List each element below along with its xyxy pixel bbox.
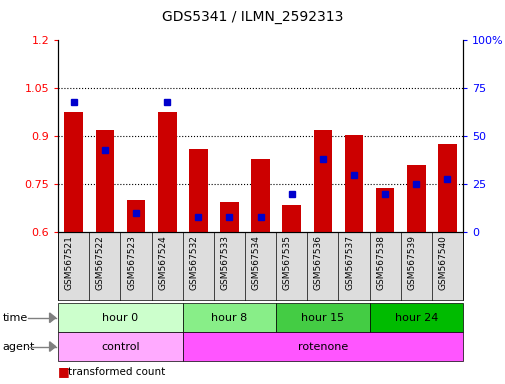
Bar (188, 149, 207, 232)
Text: GDS5341 / ILMN_2592313: GDS5341 / ILMN_2592313 (162, 10, 343, 23)
Text: GSM567533: GSM567533 (220, 235, 229, 290)
Bar (375, 187, 394, 232)
Text: rotenone: rotenone (297, 341, 347, 352)
Bar (344, 135, 363, 232)
Text: GSM567534: GSM567534 (251, 235, 260, 290)
Text: GSM567537: GSM567537 (344, 235, 354, 290)
Text: time: time (3, 313, 28, 323)
Text: GSM567539: GSM567539 (407, 235, 416, 290)
Text: transformed count: transformed count (68, 367, 165, 377)
Text: hour 24: hour 24 (394, 313, 437, 323)
Text: GSM567521: GSM567521 (65, 235, 74, 290)
Text: GSM567536: GSM567536 (313, 235, 322, 290)
Bar (437, 144, 456, 232)
Bar (126, 200, 145, 232)
Text: ■: ■ (58, 365, 70, 378)
Text: hour 0: hour 0 (102, 313, 138, 323)
Text: GSM567538: GSM567538 (375, 235, 384, 290)
Bar (251, 159, 269, 232)
Bar (406, 165, 425, 232)
Bar (158, 112, 176, 232)
Text: hour 15: hour 15 (300, 313, 344, 323)
Text: ■: ■ (58, 382, 70, 384)
Text: GSM567535: GSM567535 (282, 235, 291, 290)
Text: control: control (101, 341, 139, 352)
Text: GSM567524: GSM567524 (158, 235, 167, 290)
Text: agent: agent (3, 341, 35, 352)
Text: GSM567522: GSM567522 (96, 235, 105, 290)
Bar (220, 202, 238, 232)
Bar (95, 130, 114, 232)
Text: hour 8: hour 8 (211, 313, 247, 323)
Bar (64, 112, 83, 232)
Bar (313, 130, 332, 232)
Bar (282, 205, 300, 232)
Text: GSM567523: GSM567523 (127, 235, 136, 290)
Text: GSM567532: GSM567532 (189, 235, 198, 290)
Text: GSM567540: GSM567540 (437, 235, 446, 290)
